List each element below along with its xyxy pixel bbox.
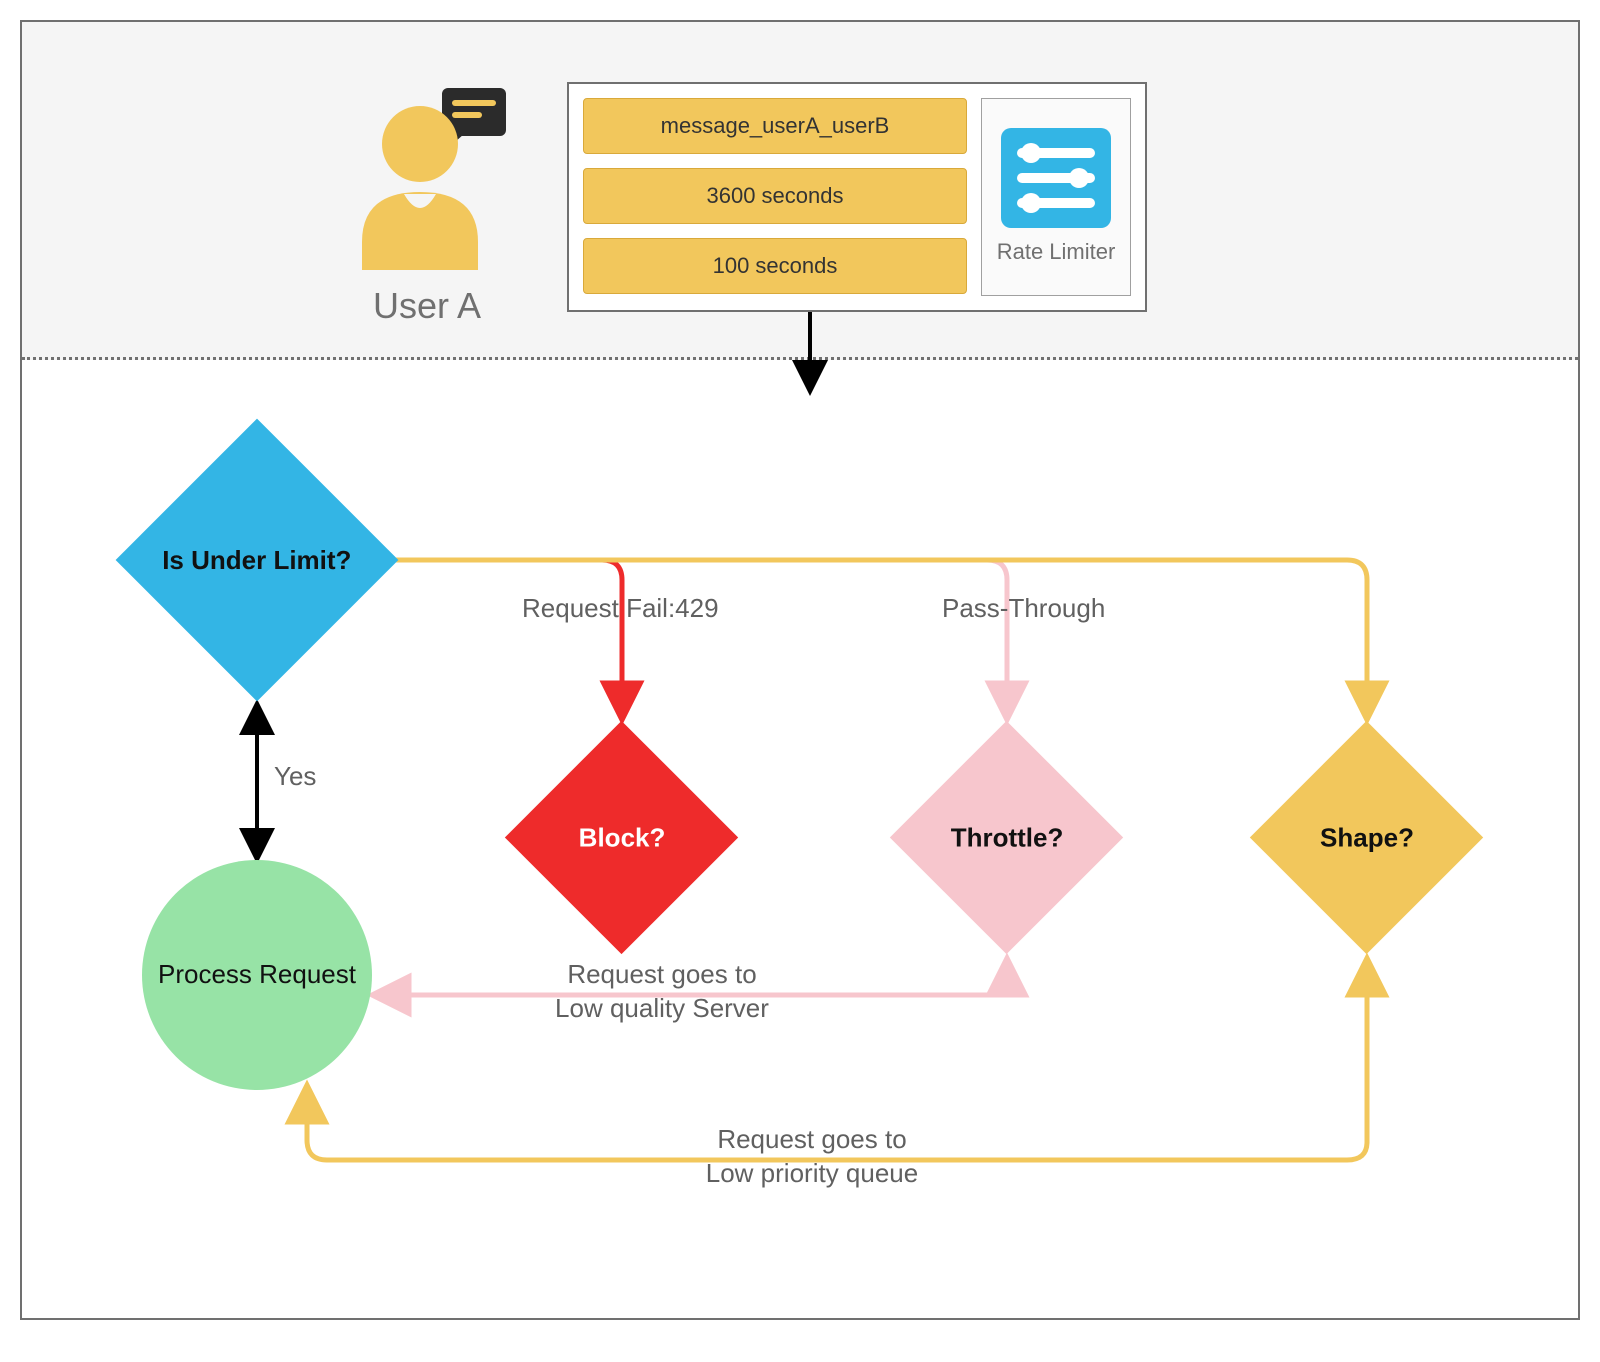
rate-limiter-label: Rate Limiter <box>997 238 1116 267</box>
node-process-request: Process Request <box>142 860 372 1090</box>
rate-limiter-box: Rate Limiter <box>981 98 1131 296</box>
sliders-icon <box>1001 128 1111 228</box>
config-box: message_userA_userB 3600 seconds 100 sec… <box>567 82 1147 312</box>
user-label: User A <box>342 285 512 327</box>
edge-label-low-priority: Request goes to Low priority queue <box>662 1123 962 1191</box>
flow-area: Is Under Limit? Block? Throttle? Shape? … <box>22 360 1578 1318</box>
edge-limit-to-shape <box>392 560 1367 718</box>
edge-label-pass-through: Pass-Through <box>942 592 1162 626</box>
config-pill: 3600 seconds <box>583 168 967 224</box>
user-icon <box>342 82 512 272</box>
config-pills: message_userA_userB 3600 seconds 100 sec… <box>583 98 967 296</box>
edge-limit-to-block <box>392 560 622 718</box>
edge-label-fail-429: Request Fail:429 <box>522 592 772 626</box>
edge-limit-to-throttle <box>392 560 1007 718</box>
user-block: User A <box>342 82 512 327</box>
edge-label-low-quality: Request goes to Low quality Server <box>512 958 812 1026</box>
top-panel: User A message_userA_userB 3600 seconds … <box>22 22 1578 360</box>
diagram-frame: User A message_userA_userB 3600 seconds … <box>20 20 1580 1320</box>
config-pill: message_userA_userB <box>583 98 967 154</box>
edge-label-yes: Yes <box>274 760 316 794</box>
config-pill: 100 seconds <box>583 238 967 294</box>
